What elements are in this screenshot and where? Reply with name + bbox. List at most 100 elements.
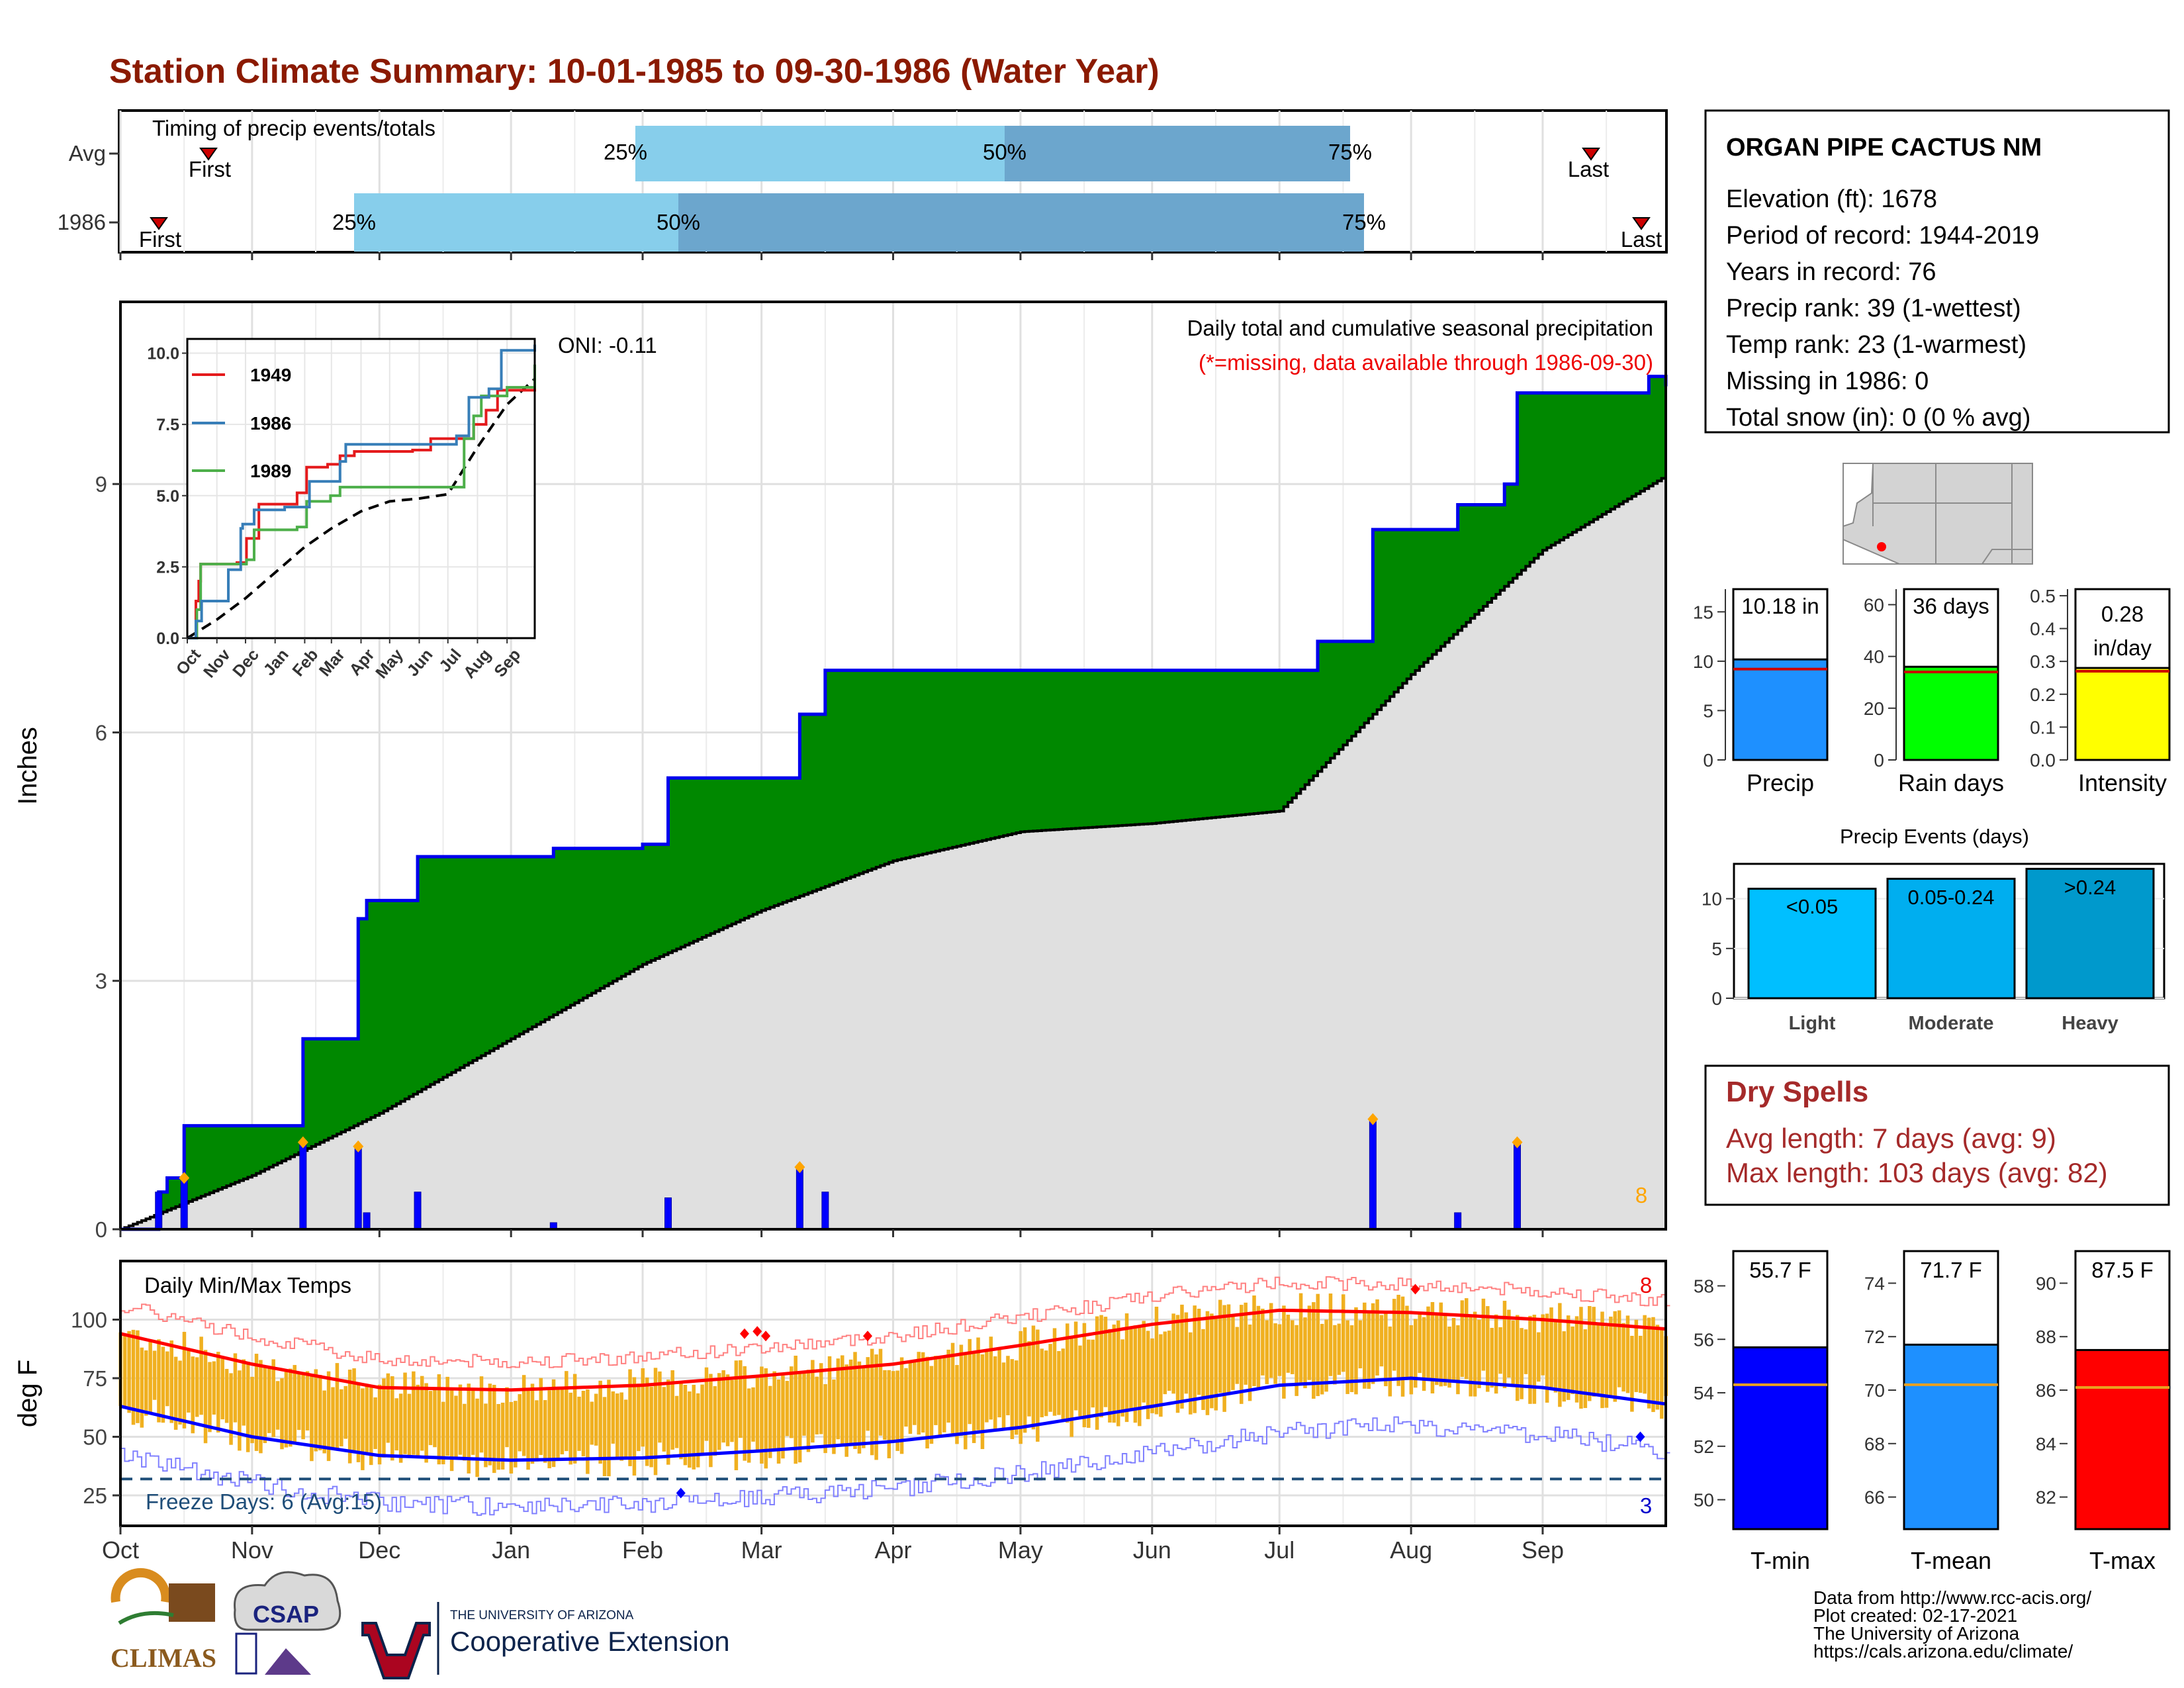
daily-temp-bar [989, 1336, 993, 1420]
daily-temp-bar [1549, 1307, 1553, 1387]
daily-temp-bar [1052, 1328, 1057, 1416]
daily-temp-bar [569, 1392, 572, 1465]
daily-temp-bar [1027, 1341, 1031, 1417]
month-label: Apr [874, 1536, 911, 1564]
daily-temp-bar [1349, 1325, 1354, 1392]
daily-temp-bar [1477, 1319, 1481, 1389]
daily-temp-bar [157, 1339, 161, 1423]
daily-temp-bar [1655, 1325, 1660, 1410]
daily-temp-bar [1363, 1302, 1367, 1389]
daily-temp-bar [551, 1379, 556, 1468]
daily-temp-bar [220, 1357, 224, 1420]
daily-temp-bar [424, 1383, 428, 1463]
daily-temp-bar [1507, 1309, 1511, 1378]
daily-temp-bar [1660, 1327, 1664, 1419]
daily-temp-bar [496, 1403, 500, 1470]
daily-temp-bar [768, 1385, 772, 1458]
daily-temp-bar [1073, 1321, 1078, 1411]
daily-temp-bar [1095, 1316, 1099, 1430]
daily-temp-bar [1486, 1306, 1490, 1392]
rain-days-bar-label: Rain days [1898, 769, 2004, 796]
daily-temp-bar [1048, 1344, 1052, 1412]
daily-temp-bar [704, 1367, 709, 1441]
daily-temp-bar [1189, 1332, 1193, 1415]
daily-temp-bar [535, 1400, 539, 1462]
timing-avg-first-marker [199, 148, 218, 161]
page-title: Station Climate Summary: 10-01-1985 to 0… [109, 52, 1160, 91]
daily-temp-bar [352, 1368, 356, 1452]
inset-legend-1949: 1949 [250, 365, 291, 385]
month-label: Jan [492, 1536, 530, 1564]
inset-series-1989 [187, 364, 536, 639]
dry-spells-title: Dry Spells [1726, 1076, 1868, 1108]
daily-temp-bar [1562, 1331, 1567, 1402]
temp-average-min-line [120, 1376, 1666, 1462]
daily-temp-bar [942, 1356, 946, 1432]
temp-summary-tick-label: 68 [1864, 1434, 1885, 1454]
daily-temp-bar [645, 1378, 649, 1466]
daily-temp-bar [993, 1356, 997, 1432]
daily-temp-bar [781, 1376, 785, 1459]
daily-temp-bar [959, 1344, 964, 1436]
freeze-days-label: Freeze Days: 6 (Avg:15) [146, 1489, 382, 1514]
daily-temp-bar [263, 1365, 267, 1444]
daily-precip-bar [664, 1197, 672, 1230]
daily-temp-bar [607, 1380, 611, 1477]
daily-temp-bar [581, 1391, 586, 1456]
inset-legend-1989: 1989 [250, 461, 291, 481]
daily-temp-bar [1537, 1332, 1541, 1382]
daily-temp-bar [972, 1352, 976, 1443]
daily-temp-bar [238, 1370, 242, 1451]
inset-legend: 1949 1986 1989 [192, 365, 291, 481]
timing-1986-bar-high [678, 193, 1364, 252]
daily-temp-bar [1409, 1325, 1414, 1395]
daily-temp-bar [1040, 1348, 1044, 1418]
daily-temp-bar [560, 1388, 565, 1455]
daily-temp-bar [619, 1392, 623, 1461]
precip-average-edge [120, 475, 1667, 1231]
daily-temp-bar [1010, 1359, 1015, 1440]
daily-temp-bar [1418, 1314, 1422, 1374]
precip-ytick-label: 6 [95, 720, 107, 745]
daily-temp-bar [666, 1380, 670, 1465]
daily-temp-bar [310, 1375, 314, 1462]
daily-temp-bar [1617, 1310, 1621, 1387]
daily-temp-bar [1451, 1317, 1456, 1382]
inset-ytick-label: 7.5 [156, 416, 179, 434]
daily-temp-bar [590, 1401, 594, 1445]
daily-temp-bar [696, 1393, 700, 1468]
daily-temp-bar [509, 1401, 514, 1474]
daily-temp-bar [913, 1360, 917, 1425]
daily-temp-bar [1193, 1305, 1197, 1413]
climas-logo: CLIMAS [111, 1568, 216, 1673]
daily-precip-bar [414, 1192, 422, 1230]
temp-summary-tick-label: 90 [2036, 1273, 2056, 1293]
month-label: Mar [741, 1536, 782, 1564]
temp-record-marker [676, 1487, 686, 1499]
daily-temp-bar [458, 1384, 463, 1455]
mini-bar-tick-label: 0 [1874, 750, 1884, 771]
daily-temp-bar [390, 1376, 394, 1461]
daily-temp-bar [1019, 1331, 1023, 1444]
daily-precip-bar [180, 1177, 188, 1230]
daily-temp-bar [1388, 1326, 1392, 1397]
daily-temp-bar [925, 1356, 929, 1449]
daily-temp-bar [743, 1366, 747, 1461]
station-location-map [1843, 463, 2033, 565]
daily-temp-bar [1498, 1327, 1502, 1374]
station-line-5: Temp rank: 23 (1-warmest) [1726, 331, 2026, 359]
daily-temp-bar [1171, 1313, 1175, 1394]
events-bar-text-moderate: 0.05-0.24 [1908, 886, 1995, 909]
daily-temp-bar [1082, 1323, 1087, 1428]
precip-ytick-label: 9 [95, 472, 107, 496]
daily-temp-bar [776, 1379, 781, 1464]
month-label: Feb [622, 1536, 663, 1564]
daily-temp-bar [1226, 1304, 1231, 1394]
daily-temp-bar [1142, 1321, 1146, 1403]
daily-temp-bar [904, 1368, 908, 1427]
daily-temp-bar [874, 1354, 878, 1460]
daily-temp-bar [1103, 1317, 1108, 1407]
tmin-value-label: 55.7 F [1749, 1258, 1811, 1282]
daily-temp-bar [216, 1352, 220, 1433]
daily-temp-bar [811, 1360, 815, 1443]
